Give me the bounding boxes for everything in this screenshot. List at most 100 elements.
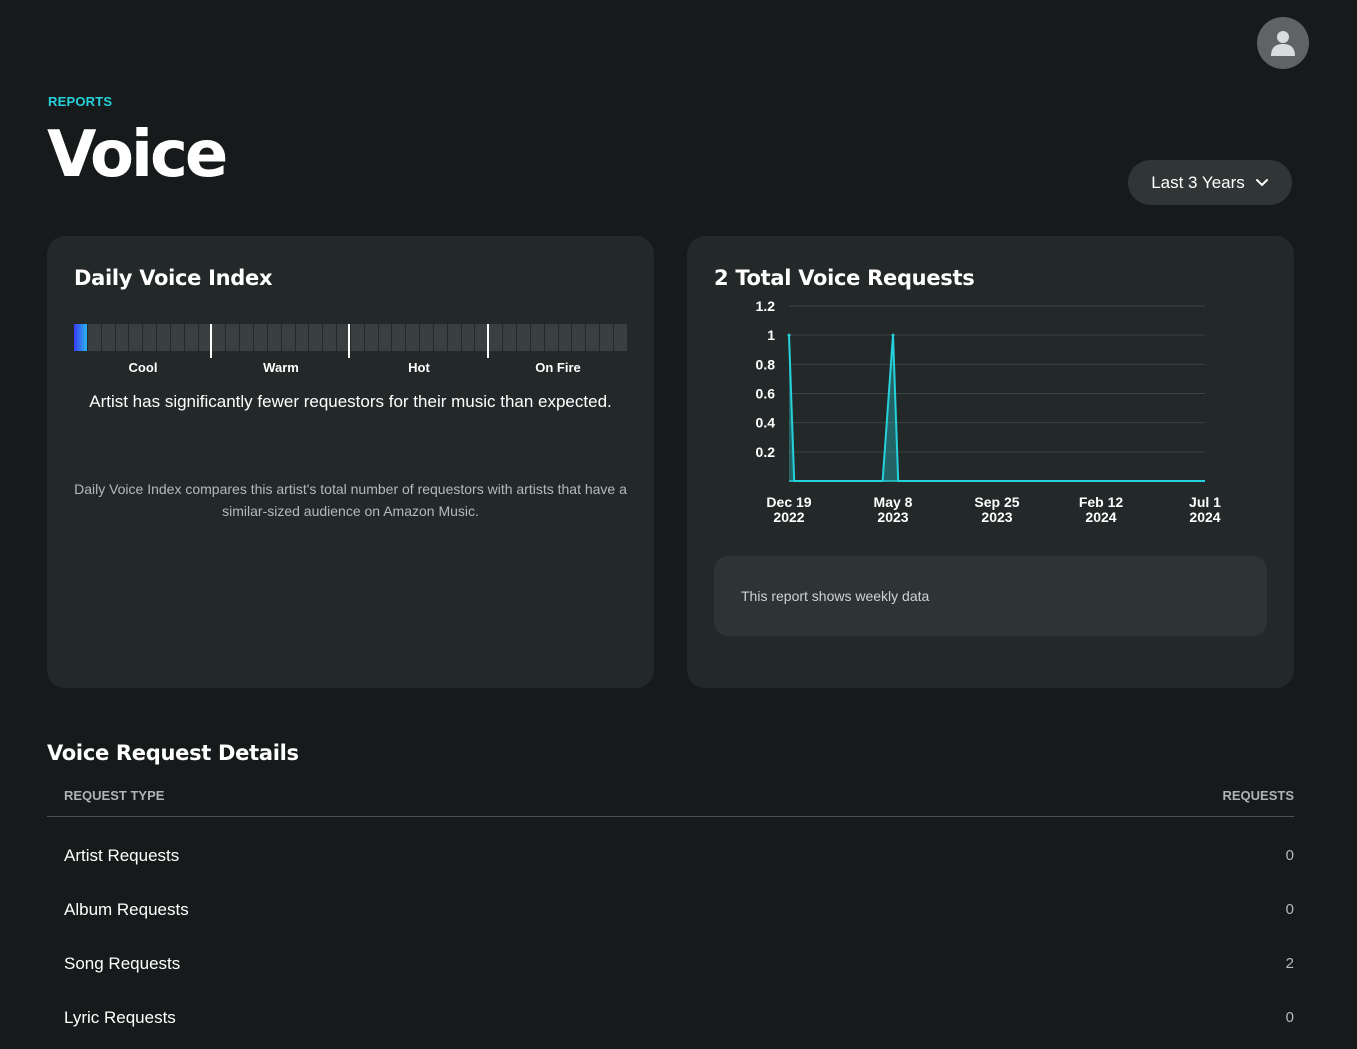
tier-label-warm: Warm bbox=[263, 360, 299, 375]
page-title: Voice bbox=[47, 118, 228, 192]
meter-segment bbox=[267, 324, 281, 351]
x-tick-label: Sep 25 bbox=[974, 494, 1019, 510]
weekly-data-note: This report shows weekly data bbox=[714, 556, 1267, 636]
meter-segment bbox=[572, 324, 586, 351]
x-tick-label: 2022 bbox=[773, 509, 804, 525]
index-message: Artist has significantly fewer requestor… bbox=[89, 392, 612, 411]
tier-label-cool: Cool bbox=[128, 360, 158, 375]
tier-label-on-fire: On Fire bbox=[535, 360, 581, 375]
meter-segment bbox=[503, 324, 516, 351]
row-label: Song Requests bbox=[64, 954, 181, 973]
meter-segment bbox=[586, 324, 600, 351]
meter-segment bbox=[350, 324, 364, 351]
x-tick-label: 2023 bbox=[877, 509, 908, 525]
y-tick-label: 0.6 bbox=[756, 386, 776, 402]
x-tick-label: Jul 1 bbox=[1189, 494, 1221, 510]
x-tick-label: Feb 12 bbox=[1079, 494, 1124, 510]
meter-segment bbox=[461, 324, 475, 351]
date-range-label: Last 3 Years bbox=[1151, 172, 1245, 192]
series-area bbox=[789, 335, 1205, 481]
meter-segment bbox=[447, 324, 461, 351]
row-label: Lyric Requests bbox=[64, 1008, 176, 1027]
total-voice-requests-card: 2 Total Voice Requests 0.2 0.4 0.6 0.8 1 1.2 D… bbox=[687, 236, 1294, 688]
row-value: 0 bbox=[1285, 1009, 1294, 1026]
meter-segment bbox=[157, 324, 170, 351]
data-point bbox=[891, 333, 895, 337]
row-label: Artist Requests bbox=[64, 846, 180, 865]
daily-voice-index-title: Daily Voice Index bbox=[74, 266, 273, 290]
meter-segment bbox=[378, 324, 392, 351]
meter-segment bbox=[489, 324, 503, 351]
x-tick-label: 2024 bbox=[1189, 509, 1220, 525]
meter-segment bbox=[323, 324, 337, 351]
row-label: Album Requests bbox=[64, 900, 189, 919]
meter-segment-active bbox=[74, 324, 87, 351]
total-voice-requests-title: 2 Total Voice Requests bbox=[714, 266, 975, 290]
meter-segment bbox=[101, 324, 115, 351]
voice-index-meter bbox=[74, 324, 627, 351]
x-tick-label: 2023 bbox=[981, 509, 1012, 525]
chevron-down-icon bbox=[1255, 178, 1268, 186]
y-tick-label: 1.2 bbox=[756, 298, 776, 314]
table-row: Song Requests 2 bbox=[47, 954, 1294, 1008]
y-tick-label: 1 bbox=[767, 327, 775, 343]
meter-segment bbox=[212, 324, 226, 351]
x-tick-label: Dec 19 bbox=[766, 494, 811, 510]
meter-segment bbox=[517, 324, 530, 351]
avatar[interactable] bbox=[1257, 17, 1309, 69]
meter-segment bbox=[558, 324, 572, 351]
y-tick-label: 0.4 bbox=[756, 415, 776, 431]
meter-segment bbox=[253, 324, 267, 351]
tier-divider bbox=[348, 324, 350, 358]
breadcrumb[interactable]: REPORTS bbox=[48, 94, 113, 109]
meter-segment bbox=[475, 324, 489, 351]
y-tick-label: 0.8 bbox=[756, 356, 776, 372]
meter-segment bbox=[87, 324, 101, 351]
meter-segment bbox=[420, 324, 433, 351]
meter-segment bbox=[226, 324, 240, 351]
meter-segment bbox=[613, 324, 627, 351]
meter-segment bbox=[184, 324, 198, 351]
tier-divider bbox=[487, 324, 489, 358]
meter-segment bbox=[309, 324, 323, 351]
user-icon bbox=[1271, 31, 1295, 56]
tier-label-hot: Hot bbox=[408, 360, 430, 375]
daily-voice-index-card: Daily Voice Index Cool Warm Hot On Fire … bbox=[47, 236, 654, 688]
meter-segment bbox=[143, 324, 157, 351]
meter-segment bbox=[530, 324, 544, 351]
meter-segment bbox=[406, 324, 420, 351]
meter-segment bbox=[240, 324, 253, 351]
row-value: 0 bbox=[1285, 901, 1294, 918]
row-value: 2 bbox=[1285, 955, 1294, 972]
row-value: 0 bbox=[1285, 847, 1294, 864]
meter-segment bbox=[170, 324, 184, 351]
y-tick-label: 0.2 bbox=[756, 444, 776, 460]
request-details-title: Voice Request Details bbox=[47, 741, 299, 765]
meter-segment bbox=[600, 324, 613, 351]
meter-segment bbox=[295, 324, 309, 351]
tier-divider bbox=[210, 324, 212, 358]
meter-segment bbox=[364, 324, 378, 351]
date-range-select[interactable]: Last 3 Years bbox=[1128, 160, 1292, 205]
table-row: Lyric Requests 0 bbox=[47, 1008, 1294, 1049]
table-row: Album Requests 0 bbox=[47, 900, 1294, 954]
meter-segment bbox=[115, 324, 129, 351]
data-point bbox=[787, 333, 791, 337]
meter-segment bbox=[198, 324, 212, 351]
meter-segment bbox=[392, 324, 406, 351]
series-line bbox=[788, 334, 1205, 482]
meter-segment bbox=[129, 324, 143, 351]
meter-segment bbox=[433, 324, 447, 351]
meter-segment bbox=[544, 324, 558, 351]
column-header-request-type: REQUEST TYPE bbox=[64, 788, 165, 803]
x-tick-label: May 8 bbox=[874, 494, 913, 510]
table-header: REQUEST TYPE REQUESTS bbox=[47, 786, 1294, 817]
table-row: Artist Requests 0 bbox=[47, 846, 1294, 900]
weekly-data-note-text: This report shows weekly data bbox=[741, 588, 930, 604]
column-header-requests: REQUESTS bbox=[1222, 788, 1294, 803]
index-footnote: Daily Voice Index compares this artist's… bbox=[74, 481, 627, 519]
x-tick-label: 2024 bbox=[1085, 509, 1116, 525]
meter-segment bbox=[337, 324, 350, 351]
meter-segment bbox=[281, 324, 295, 351]
